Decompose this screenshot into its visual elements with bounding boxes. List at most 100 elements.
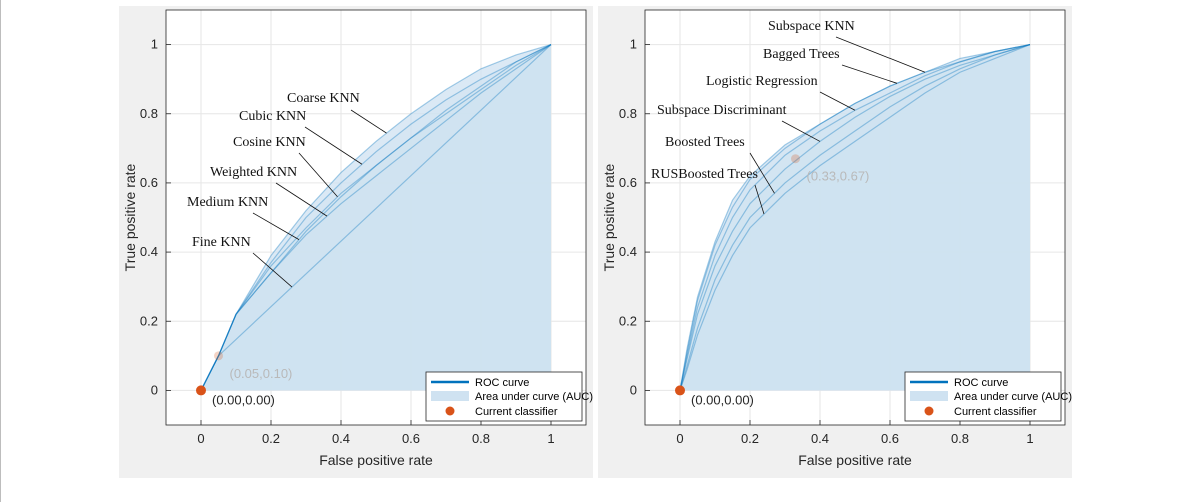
x-tick-label-5: 1 (1026, 431, 1033, 446)
current-classifier-point (196, 385, 206, 396)
legend-label-roc-curve: ROC curve (954, 377, 1008, 389)
faded-classifier-label-0: (0.05,0.10) (230, 366, 293, 381)
callout-label-rusboosted-trees: RUSBoosted Trees (651, 167, 758, 182)
callout-leader-rusboosted-trees (754, 184, 765, 215)
auc-area-weighted-knn (201, 44, 551, 391)
roc-curve-logistic-regression (679, 43, 1031, 391)
auc-area-cosine-knn (201, 44, 551, 391)
faded-classifier-label-0: (0.33,0.67) (807, 169, 870, 184)
callout-leader-weighted-knn (275, 182, 328, 217)
y-tick-label-4: 0.8 (140, 106, 158, 121)
legend-label-current-classifier: Current classifier (954, 406, 1037, 418)
auc-area-boosted-trees (680, 44, 1030, 391)
x-tick-label-3: 0.6 (402, 431, 420, 446)
x-axis-title: False positive rate (319, 452, 433, 468)
y-axis-title: True positive rate (601, 163, 617, 271)
callout-leader-boosted-trees (749, 152, 775, 194)
y-tick-label-5: 1 (630, 37, 637, 52)
x-tick-label-4: 0.8 (472, 431, 490, 446)
legend-swatch-current-classifier (924, 406, 934, 416)
faded-classifier-point-0 (791, 154, 800, 164)
roc-chart-knn: 0 0.2 0.4 0.6 0.8 1 0 0.2 0.4 0.6 0.8 1 False positi… (122, 9, 593, 468)
callout-leader-subspace-knn (835, 36, 926, 73)
roc-figure-knn: 0 0.2 0.4 0.6 0.8 1 0 0.2 0.4 0.6 0.8 1 False positi… (119, 6, 593, 478)
legend-label-auc: Area under curve (AUC) (954, 391, 1072, 403)
x-tick-label-2: 0.4 (811, 431, 829, 446)
callout-label-cosine-knn: Cosine KNN (233, 135, 306, 150)
x-tick-label-4: 0.8 (951, 431, 969, 446)
legend-label-current-classifier: Current classifier (475, 406, 558, 418)
roc-curve-subspace-knn (679, 43, 1031, 391)
legend-swatch-auc (431, 391, 469, 401)
x-tick-label-5: 1 (547, 431, 554, 446)
callout-leader-cubic-knn (304, 126, 363, 165)
y-tick-label-3: 0.6 (140, 175, 158, 190)
y-tick-label-2: 0.4 (619, 244, 637, 259)
y-tick-label-0: 0 (151, 382, 158, 397)
auc-area-coarse-knn (201, 44, 551, 391)
callout-label-subspace-knn: Subspace KNN (768, 19, 855, 34)
legend-label-auc: Area under curve (AUC) (475, 391, 593, 403)
callout-label-subspace-discriminant: Subspace Discriminant (657, 103, 787, 118)
callout-leader-bagged-trees (841, 64, 898, 84)
auc-area-subspace-discriminant (680, 44, 1030, 391)
callout-label-bagged-trees: Bagged Trees (763, 47, 840, 62)
page-left-border (0, 0, 1, 502)
roc-curve-bagged-trees (679, 43, 1031, 391)
callout-label-fine-knn: Fine KNN (192, 235, 251, 250)
callout-leader-medium-knn (252, 212, 300, 240)
legend-swatch-auc (910, 391, 948, 401)
auc-area-bagged-trees (680, 44, 1030, 391)
roc-curve-rusboosted-trees (679, 44, 1031, 391)
y-tick-label-2: 0.4 (140, 244, 158, 259)
callout-leader-fine-knn (252, 252, 293, 288)
roc-curve-subspace-discriminant (679, 44, 1031, 391)
auc-area-medium-knn (201, 44, 551, 391)
y-tick-label-1: 0.2 (619, 313, 637, 328)
roc-curve-cubic-knn (200, 44, 552, 391)
callout-label-cubic-knn: Cubic KNN (239, 109, 306, 124)
current-classifier-point (675, 385, 685, 396)
x-tick-label-2: 0.4 (332, 431, 350, 446)
callout-label-boosted-trees: Boosted Trees (665, 135, 745, 150)
y-tick-label-1: 0.2 (140, 313, 158, 328)
y-tick-label-5: 1 (151, 37, 158, 52)
callout-label-weighted-knn: Weighted KNN (210, 165, 297, 180)
callout-leader-subspace-discriminant (781, 120, 821, 142)
current-classifier-label: (0.00,0.00) (691, 392, 754, 407)
auc-area-subspace-knn (680, 44, 1030, 391)
y-tick-label-3: 0.6 (619, 175, 637, 190)
roc-figure-ensemble: 0 0.2 0.4 0.6 0.8 1 0 0.2 0.4 0.6 0.8 1 False positi… (598, 6, 1072, 478)
y-axis-title: True positive rate (122, 163, 138, 271)
y-tick-label-0: 0 (630, 382, 637, 397)
current-classifier-label: (0.00,0.00) (212, 392, 275, 407)
legend-label-roc-curve: ROC curve (475, 377, 529, 389)
x-tick-label-0: 0 (676, 431, 683, 446)
callout-label-medium-knn: Medium KNN (187, 195, 268, 210)
callout-leader-cosine-knn (298, 152, 338, 198)
callout-leader-coarse-knn (350, 109, 387, 134)
callout-leader-logistic-regression (819, 91, 856, 111)
auc-area-rusboosted-trees (680, 44, 1030, 391)
roc-curve-fine-knn (200, 44, 552, 391)
axes-box (644, 9, 1066, 426)
faded-classifier-point-0 (214, 351, 223, 361)
roc-chart-ensemble: 0 0.2 0.4 0.6 0.8 1 0 0.2 0.4 0.6 0.8 1 False positi… (601, 9, 1072, 468)
callout-label-logistic-regression: Logistic Regression (706, 74, 818, 89)
auc-area-logistic-regression (680, 44, 1030, 391)
roc-curve-boosted-trees (679, 44, 1031, 391)
roc-curve-cosine-knn (200, 44, 552, 391)
auc-area-fine-knn (201, 44, 551, 391)
auc-area-cubic-knn (201, 44, 551, 391)
x-tick-label-3: 0.6 (881, 431, 899, 446)
x-axis-title: False positive rate (798, 452, 912, 468)
roc-curve-weighted-knn (200, 44, 552, 391)
roc-curve-coarse-knn (200, 44, 552, 391)
roc-curve-medium-knn (200, 44, 552, 391)
callout-label-coarse-knn: Coarse KNN (287, 91, 360, 106)
x-tick-label-1: 0.2 (741, 431, 759, 446)
x-tick-label-0: 0 (197, 431, 204, 446)
x-tick-label-1: 0.2 (262, 431, 280, 446)
y-tick-label-4: 0.8 (619, 106, 637, 121)
axes-box (165, 9, 587, 426)
